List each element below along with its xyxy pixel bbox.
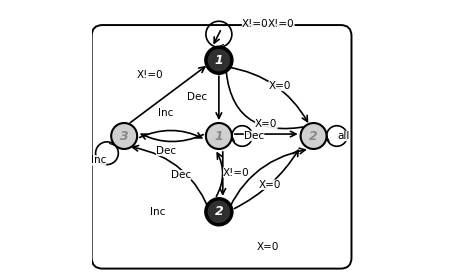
Text: X=0: X=0 — [255, 119, 277, 129]
Text: all: all — [337, 131, 350, 141]
Text: 1: 1 — [214, 54, 223, 67]
Text: 1: 1 — [214, 129, 223, 143]
Text: Dec: Dec — [244, 131, 264, 141]
Text: X!=0: X!=0 — [223, 168, 250, 178]
Text: Inc: Inc — [91, 155, 106, 165]
Text: 3: 3 — [120, 129, 128, 143]
Text: X=0: X=0 — [257, 242, 279, 252]
Text: Inc: Inc — [158, 108, 174, 118]
Text: X=0: X=0 — [269, 81, 291, 91]
Text: Inc: Inc — [150, 207, 166, 217]
Text: X!=0: X!=0 — [137, 70, 163, 80]
Text: X=0: X=0 — [259, 180, 281, 190]
Circle shape — [301, 123, 326, 149]
Circle shape — [206, 47, 232, 73]
Text: X!=0: X!=0 — [242, 19, 269, 29]
Text: 2: 2 — [214, 205, 223, 218]
Text: 2: 2 — [309, 129, 318, 143]
Circle shape — [206, 199, 232, 225]
Circle shape — [206, 123, 232, 149]
Circle shape — [111, 123, 137, 149]
Text: Dec: Dec — [171, 170, 191, 180]
Text: X!=0: X!=0 — [268, 19, 295, 29]
Text: Dec: Dec — [187, 92, 207, 102]
Text: Dec: Dec — [156, 146, 176, 156]
